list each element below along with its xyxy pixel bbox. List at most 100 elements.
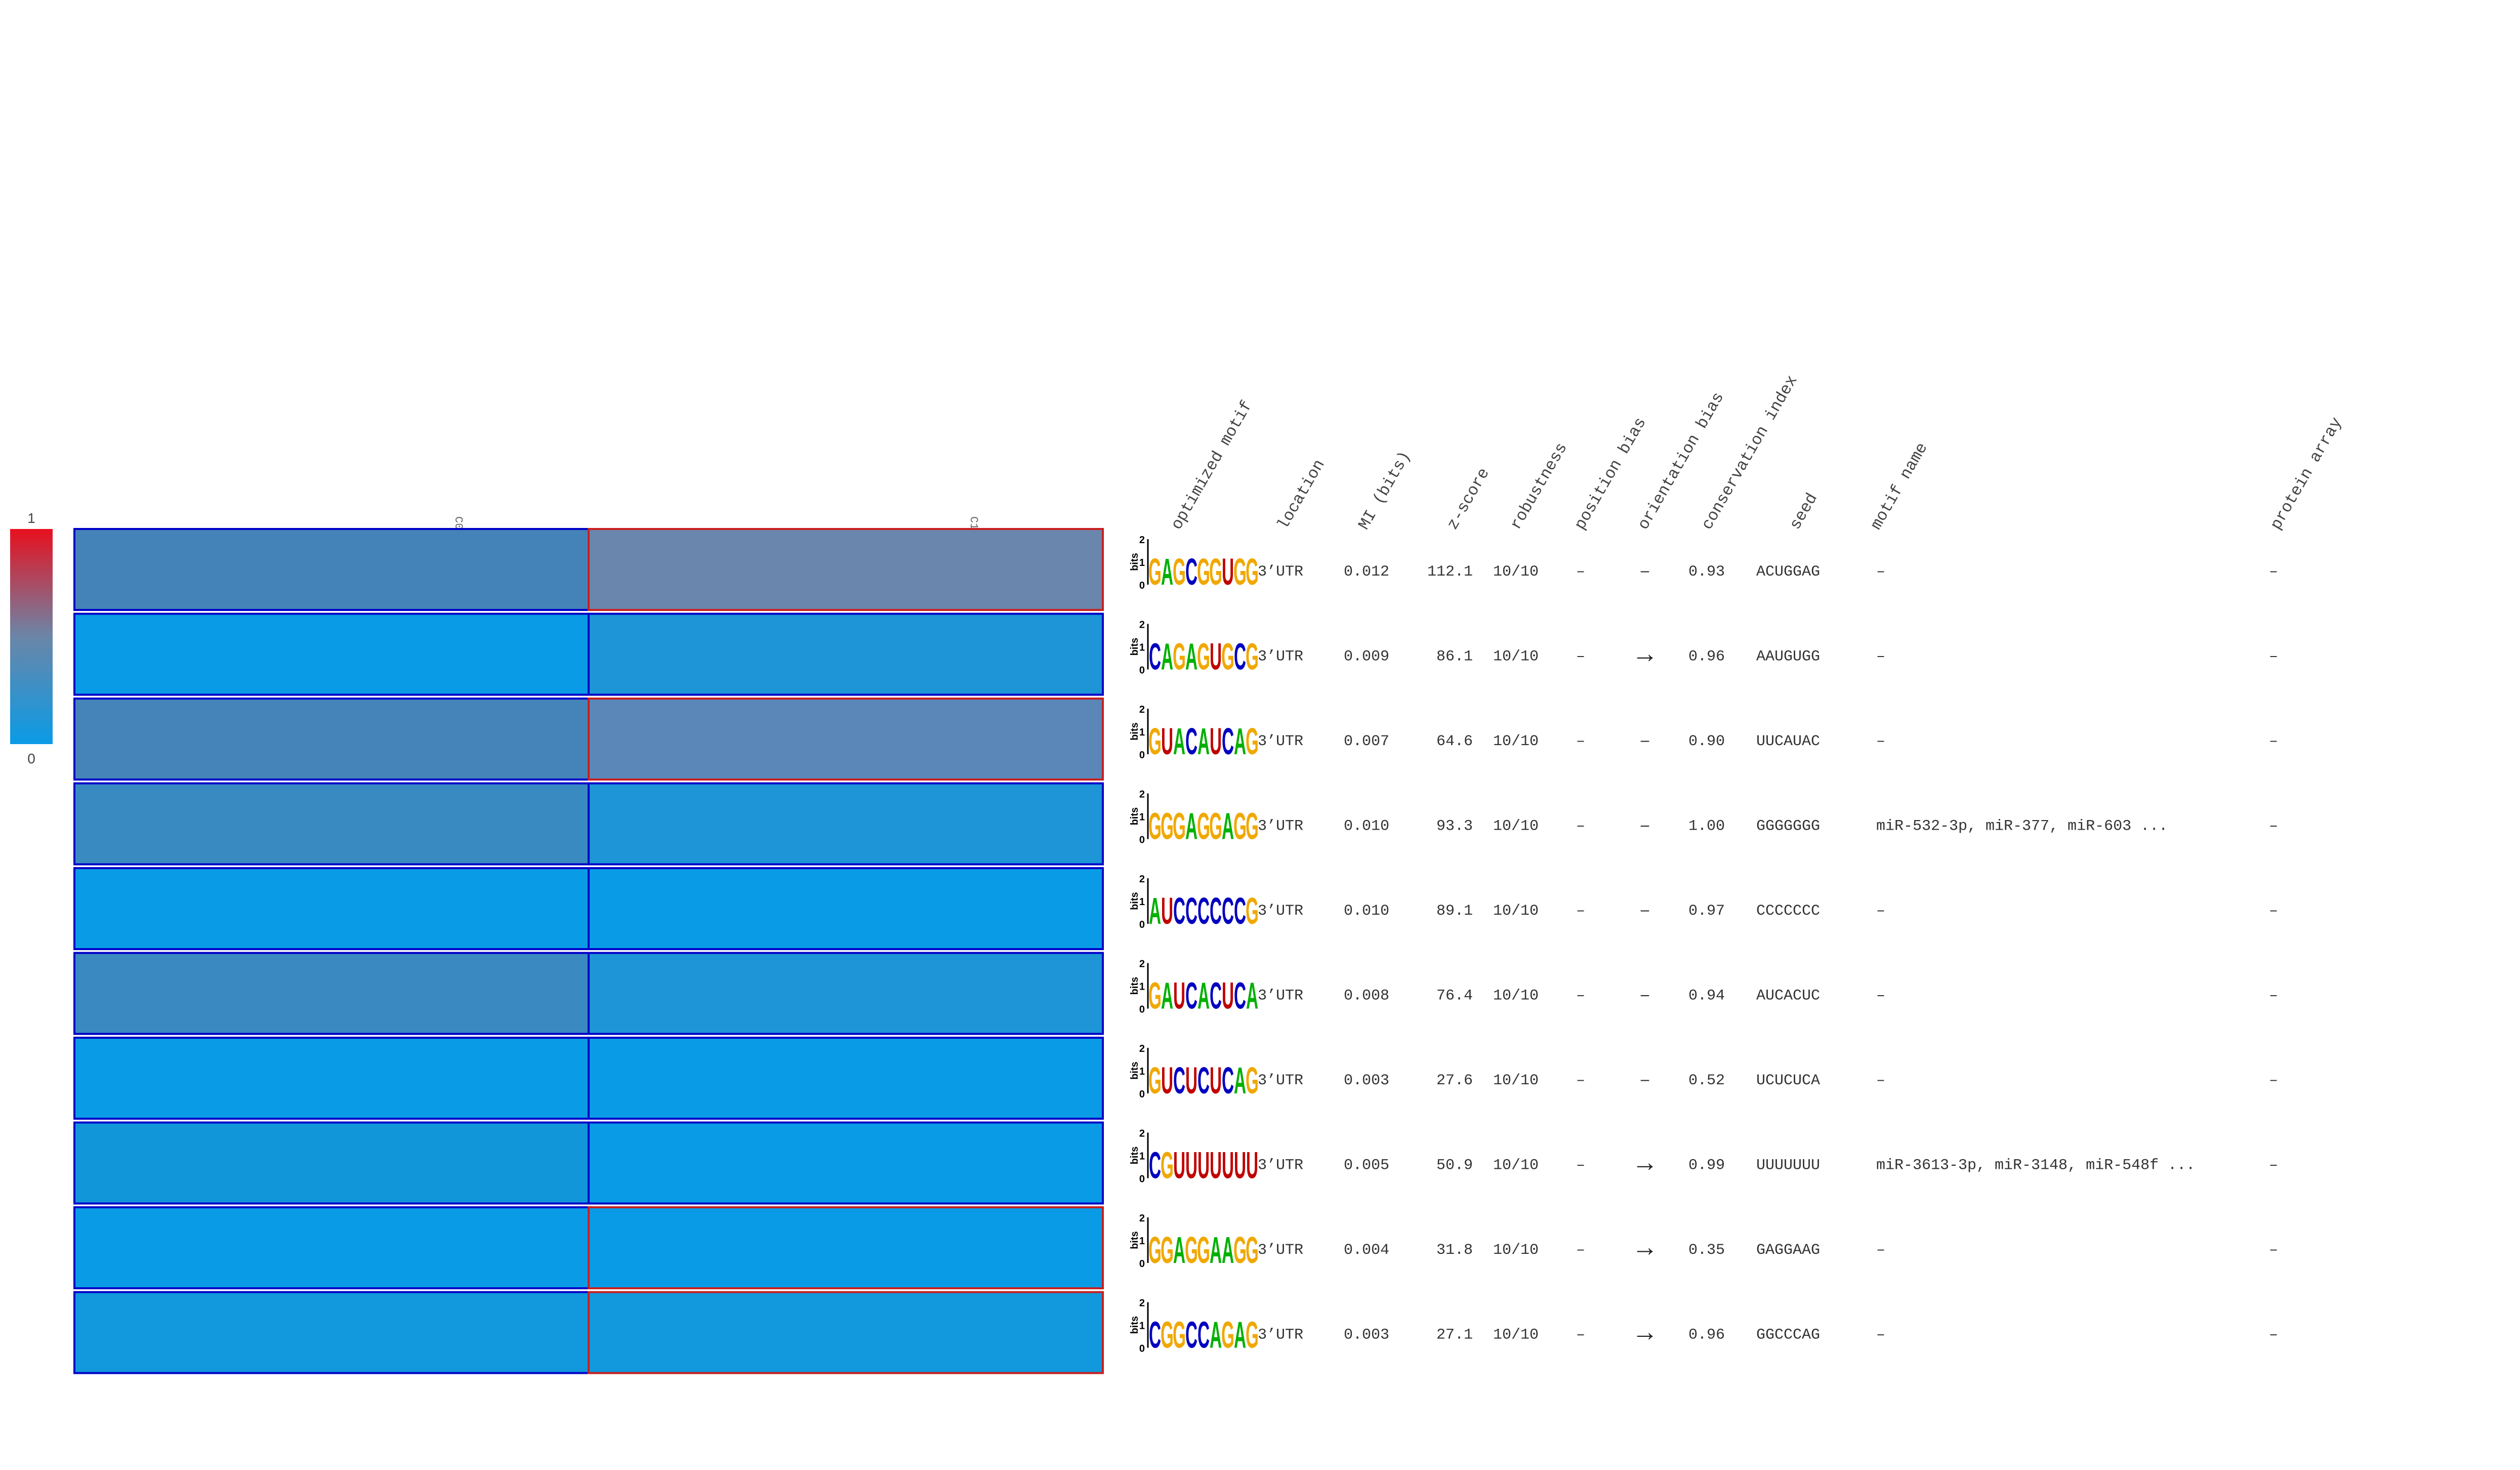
logo-axis-tick: 1	[1139, 896, 1145, 908]
logo-letter: U	[1210, 1145, 1222, 1187]
zscore-cell: 27.1	[1436, 1327, 1473, 1344]
logo-axis-tick: 1	[1139, 642, 1145, 654]
orientation-bias-cell: →	[1632, 1318, 1658, 1347]
logo-axis-tick: 1	[1139, 812, 1145, 823]
color-scale-legend: 1 0	[10, 510, 53, 766]
logo-letter: G	[1148, 551, 1162, 593]
logo-letter: G	[1161, 1230, 1174, 1272]
col-header-seed: seed	[1786, 490, 1822, 533]
logo-letter: U	[1234, 1145, 1246, 1187]
logo-letter: U	[1173, 975, 1185, 1017]
zscore-cell: 27.6	[1436, 1072, 1473, 1089]
logo-axis-tick: 0	[1139, 1343, 1145, 1355]
protein-array-cell: –	[2269, 903, 2278, 920]
conservation-cell: 0.93	[1688, 563, 1725, 581]
scale-max-label: 1	[27, 510, 35, 526]
conservation-cell: 0.52	[1688, 1072, 1725, 1089]
col-header-optimized-motif: optimized motif	[1168, 397, 1257, 533]
logo-letter: U	[1222, 1145, 1234, 1187]
logo-letter: A	[1222, 806, 1234, 848]
mi-cell: 0.010	[1344, 818, 1389, 835]
mi-cell: 0.008	[1344, 988, 1389, 1005]
logo-letter: G	[1173, 636, 1186, 678]
zscore-cell: 76.4	[1436, 988, 1473, 1005]
logo-letter: G	[1197, 551, 1210, 593]
position-bias-cell: –	[1576, 903, 1585, 920]
heatmap-cell-r1-c0	[73, 612, 590, 696]
heatmap-cell-r5-c1	[588, 952, 1104, 1035]
logo-letter: A	[1185, 636, 1197, 678]
logo-letter: G	[1148, 1060, 1162, 1102]
logo-letter: A	[1185, 806, 1197, 848]
heatmap-cell-r0-c1	[588, 528, 1104, 611]
orientation-bias-cell: →	[1632, 639, 1658, 669]
protein-array-cell: –	[2269, 988, 2278, 1005]
logo-axis-tick: 2	[1139, 1043, 1145, 1054]
position-bias-cell: –	[1576, 563, 1585, 581]
logo-letter: A	[1234, 1315, 1246, 1357]
heatmap-cell-r8-c0	[73, 1206, 590, 1289]
robustness-cell: 10/10	[1493, 563, 1539, 581]
motif-name-cell: –	[1876, 733, 1885, 750]
logo-letter: U	[1161, 1060, 1173, 1102]
heatmap-cell-r4-c1	[588, 867, 1104, 950]
logo-letter: G	[1246, 1315, 1259, 1357]
logo-letter: A	[1197, 721, 1210, 763]
logo-letter: G	[1161, 806, 1174, 848]
logo-letter: C	[1210, 890, 1222, 932]
logo-letter: G	[1161, 1315, 1174, 1357]
logo-letter: G	[1148, 1230, 1162, 1272]
zscore-cell: 112.1	[1427, 563, 1473, 581]
logo-axis-label: bits	[1129, 1147, 1140, 1165]
logo-axis-label: bits	[1129, 1231, 1140, 1249]
logo-letter: G	[1246, 806, 1259, 848]
logo-letter: A	[1161, 975, 1173, 1017]
seed-cell: UUCAUAC	[1756, 733, 1820, 750]
logo-axis-tick: 0	[1139, 919, 1145, 930]
robustness-cell: 10/10	[1493, 733, 1539, 750]
logo-letter: C	[1185, 1315, 1197, 1357]
logo-letter: C	[1197, 1060, 1210, 1102]
mi-cell: 0.012	[1344, 563, 1389, 581]
conservation-cell: 0.99	[1688, 1157, 1725, 1174]
logo-axis-tick: 1	[1139, 727, 1145, 738]
seed-cell: UUUUUUU	[1756, 1157, 1820, 1174]
heatmap	[73, 528, 1104, 1374]
logo-letter: A	[1234, 721, 1246, 763]
robustness-cell: 10/10	[1493, 648, 1539, 666]
logo-letter: A	[1222, 1230, 1234, 1272]
logo-letter: G	[1148, 975, 1162, 1017]
mi-cell: 0.003	[1344, 1327, 1389, 1344]
logo-axis-label: bits	[1129, 892, 1140, 910]
motif-name-cell: –	[1876, 648, 1885, 666]
protein-array-cell: –	[2269, 1327, 2278, 1344]
logo-axis-tick: 0	[1139, 1089, 1145, 1100]
logo-axis-tick: 2	[1139, 704, 1145, 715]
zscore-cell: 93.3	[1436, 818, 1473, 835]
logo-letter: A	[1161, 551, 1173, 593]
logo-letter: U	[1246, 1145, 1258, 1187]
logo-letter: U	[1210, 721, 1222, 763]
logo-letter: A	[1210, 1315, 1222, 1357]
logo-axis-tick: 1	[1139, 982, 1145, 993]
heatmap-cell-r1-c1	[588, 612, 1104, 696]
mi-cell: 0.010	[1344, 903, 1389, 920]
logo-letter: G	[1173, 1315, 1186, 1357]
orientation-bias-cell: –	[1641, 732, 1649, 749]
position-bias-cell: –	[1576, 1157, 1585, 1174]
logo-axis-tick: 2	[1139, 959, 1145, 970]
mi-cell: 0.003	[1344, 1072, 1389, 1089]
protein-array-cell: –	[2269, 818, 2278, 835]
logo-axis-tick: 1	[1139, 1321, 1145, 1332]
heatmap-cell-r6-c0	[73, 1037, 590, 1120]
logo-letter: G	[1246, 636, 1259, 678]
robustness-cell: 10/10	[1493, 988, 1539, 1005]
location-cell: 3’UTR	[1258, 1327, 1303, 1344]
logo-axis-tick: 2	[1139, 789, 1145, 800]
location-cell: 3’UTR	[1258, 1072, 1303, 1089]
heatmap-cell-r7-c1	[588, 1121, 1104, 1205]
logo-letter: G	[1233, 1230, 1247, 1272]
position-bias-cell: –	[1576, 733, 1585, 750]
logo-axis-tick: 2	[1139, 1213, 1145, 1224]
